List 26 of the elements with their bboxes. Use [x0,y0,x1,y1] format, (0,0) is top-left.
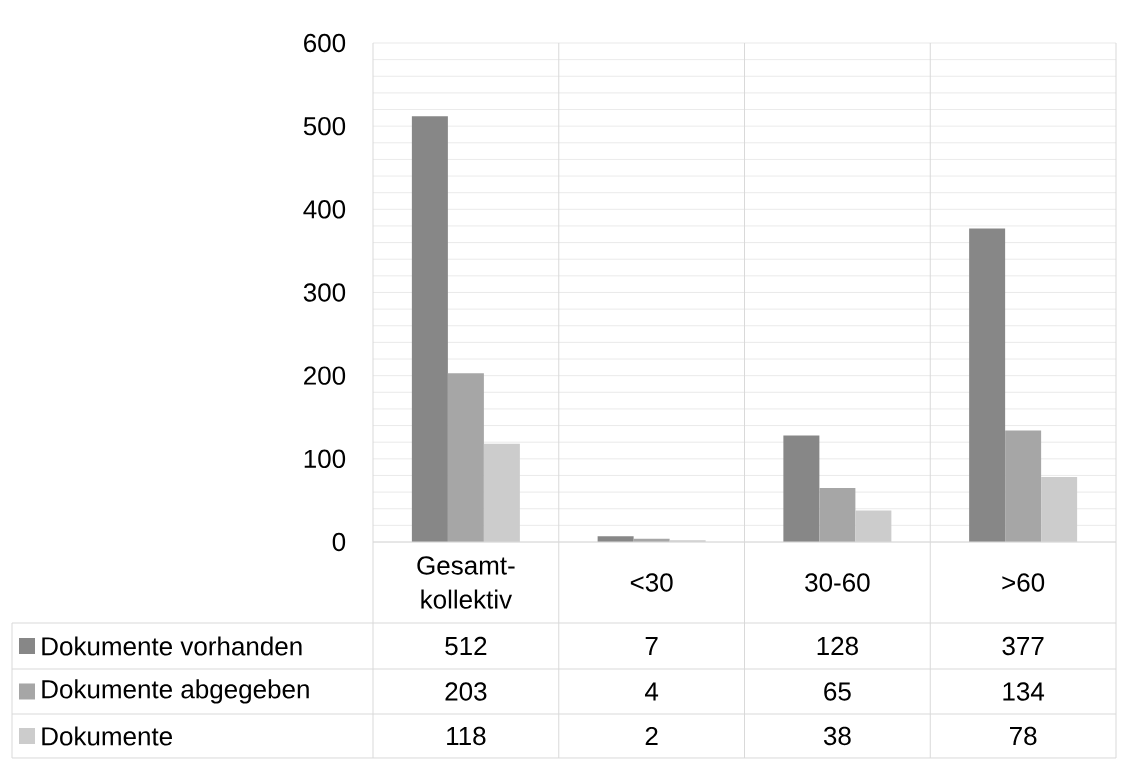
data-label: 38 [823,726,851,746]
y-tick-label: 300 [303,283,346,302]
data-label: 78 [1010,726,1037,746]
data-label: 203 [445,682,487,701]
data-label: 377 [1002,636,1044,656]
y-tick-label: 500 [303,116,346,136]
data-label: 4 [644,682,659,701]
data-label: 118 [447,726,486,746]
x-tick-label: Gesamt-kollektiv [417,556,515,609]
legend-label: Dokumente vorhanden [42,636,302,656]
data-label: 134 [1003,682,1045,701]
x-tick-label: >60 [1002,573,1045,592]
y-tick-label: 400 [303,200,346,219]
data-label: 65 [824,682,851,701]
legend-label: Dokumente [42,726,172,746]
data-label: 512 [445,636,487,656]
y-tick-label: 0 [332,532,346,552]
x-tick-label: 30-60 [805,573,870,592]
data-label: 7 [645,637,658,655]
legend-label: Dokumente abgegeben [42,679,309,704]
y-tick-label: 200 [304,366,346,385]
y-tick-label: 100 [304,449,346,469]
x-tick-label: <30 [630,573,673,592]
data-label: 128 [817,636,858,656]
data-label: 2 [645,726,658,746]
y-tick-label: 600 [304,33,346,53]
